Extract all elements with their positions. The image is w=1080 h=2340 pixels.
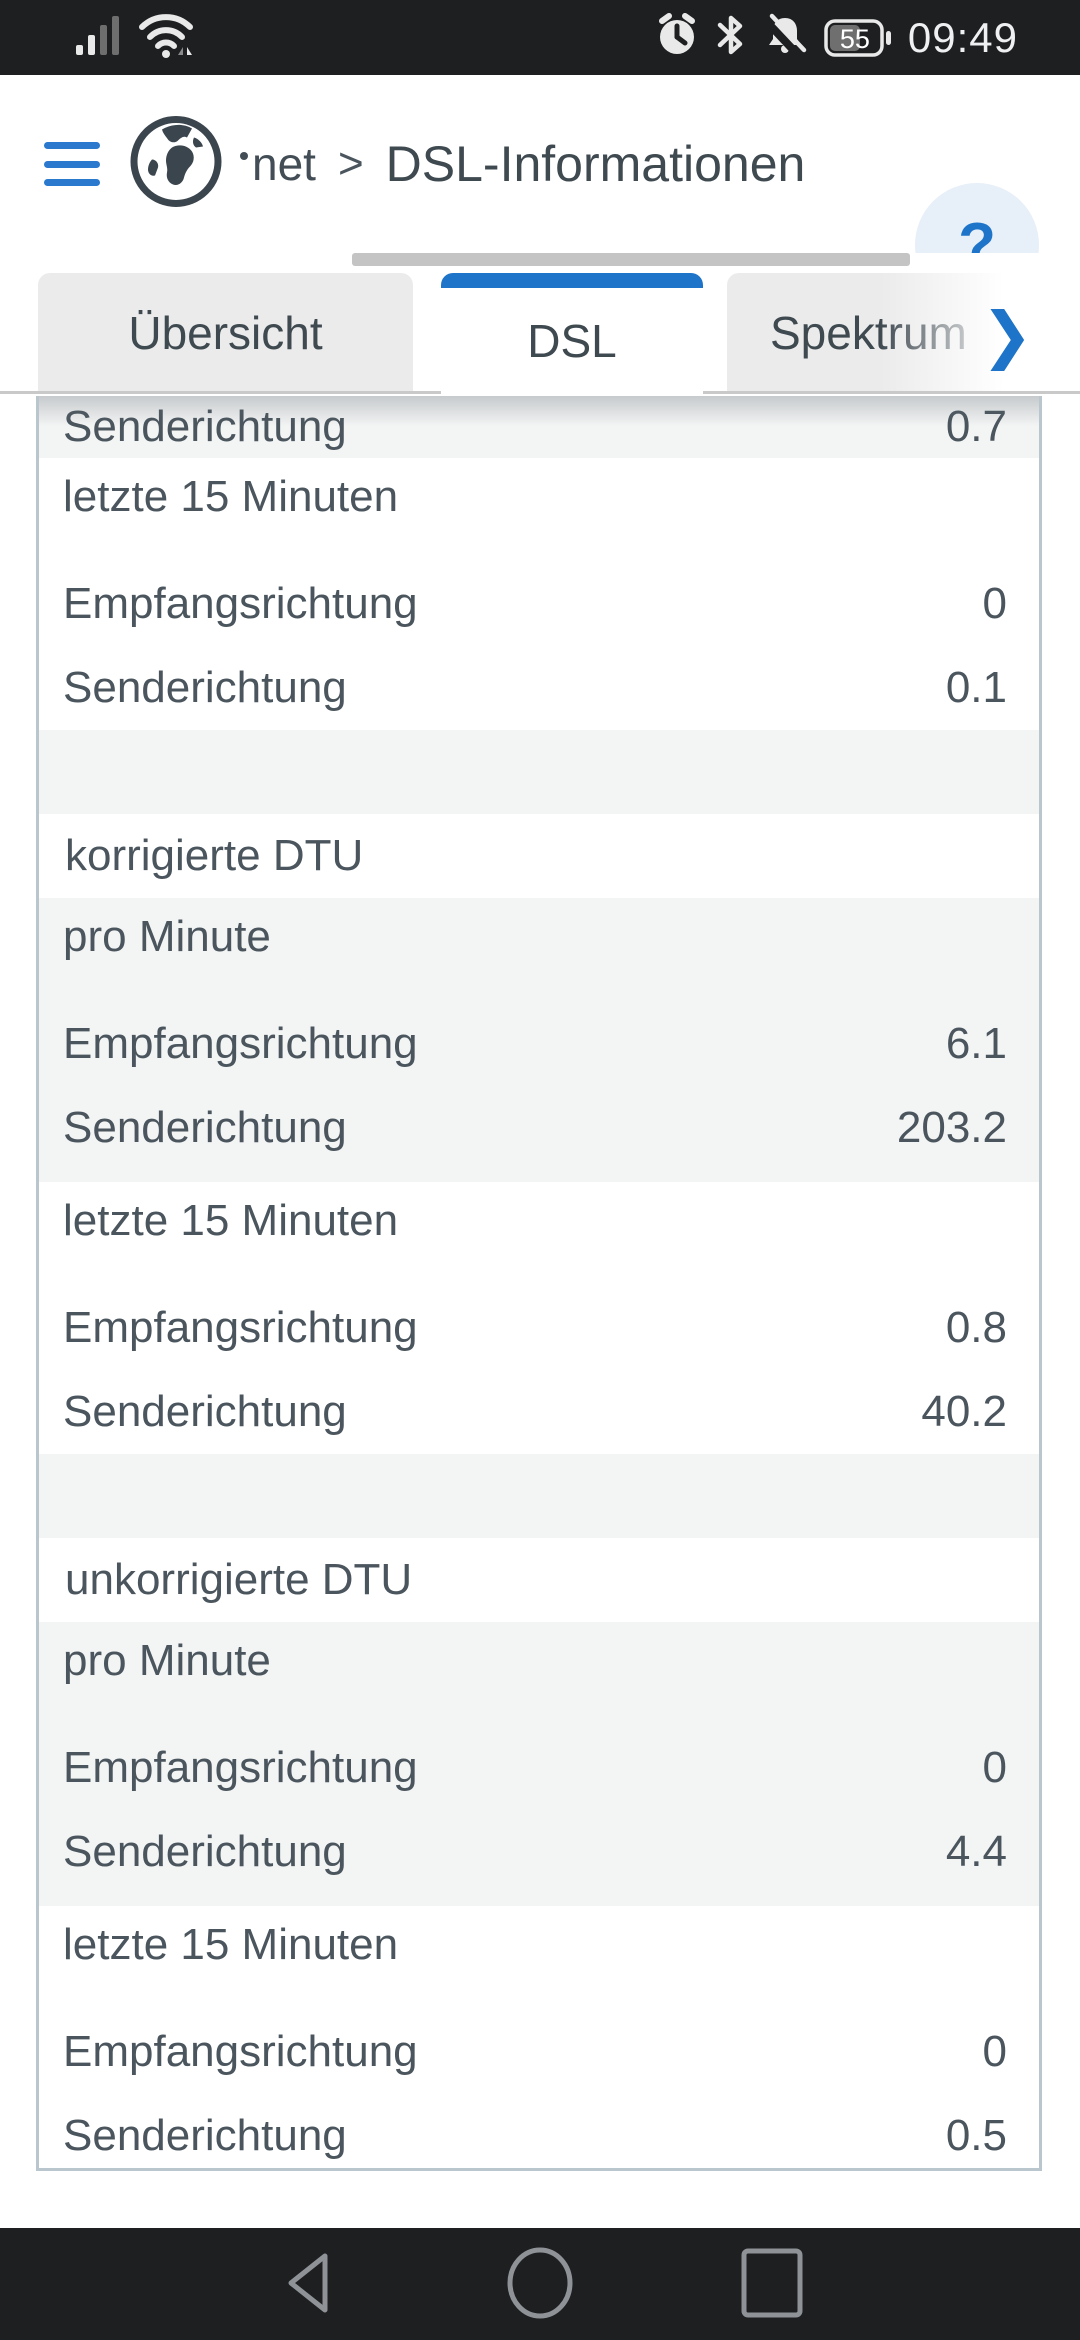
tab-scroll-right-button[interactable]: ❯ xyxy=(962,289,1052,379)
content-area: Senderichtung 0.7 letzte 15 Minuten Empfang… xyxy=(0,396,1080,2223)
table-row: Empfangsrichtung 0 xyxy=(39,2010,1039,2094)
menu-hamburger-icon[interactable] xyxy=(44,142,100,186)
table-spacer xyxy=(39,1454,1039,1538)
row-value: 0 xyxy=(982,579,1007,628)
table-row: Senderichtung 203.2 xyxy=(39,1086,1039,1170)
table-row: Empfangsrichtung 0 xyxy=(39,1726,1039,1810)
bluetooth-icon xyxy=(716,12,746,63)
row-label: Senderichtung xyxy=(63,2111,347,2160)
home-button[interactable] xyxy=(507,2245,573,2323)
table-section-heading: korrigierte DTU xyxy=(39,814,1039,898)
battery-icon: 55 xyxy=(824,17,892,59)
chevron-right-icon: ❯ xyxy=(981,300,1033,370)
row-label: Empfangsrichtung xyxy=(63,1743,418,1792)
row-value: 203.2 xyxy=(896,1103,1007,1152)
row-label: Senderichtung xyxy=(63,1827,347,1876)
tab-uebersicht[interactable]: Übersicht xyxy=(38,273,413,393)
tab-dsl[interactable]: DSL xyxy=(441,273,703,393)
back-triangle-icon xyxy=(277,2248,339,2321)
tab-overflow-fade xyxy=(880,266,1080,391)
tab-strip: Übersicht DSL Spektrum ❯ xyxy=(0,253,1080,396)
table-group: pro Minute Empfangsrichtung 0 Senderichtung… xyxy=(39,1622,1039,1906)
battery-level: 55 xyxy=(839,23,870,54)
tab-label: DSL xyxy=(527,314,617,367)
table-body: Senderichtung 0.7 letzte 15 Minuten Empfang… xyxy=(39,396,1039,2168)
table-row: Senderichtung 4.4 xyxy=(39,1810,1039,1894)
table-subheading: pro Minute xyxy=(39,898,1039,962)
android-nav-bar xyxy=(0,2228,1080,2340)
tab-scrollbar[interactable] xyxy=(352,253,910,266)
table-subheading: letzte 15 Minuten xyxy=(39,458,1039,522)
tab-underline xyxy=(0,391,441,394)
row-label: Empfangsrichtung xyxy=(63,1303,418,1352)
tab-underline xyxy=(703,391,1080,394)
table-row: Senderichtung 0.1 xyxy=(39,646,1039,730)
table-row: Senderichtung 40.2 xyxy=(39,1370,1039,1454)
table-row: Senderichtung 0.7 xyxy=(39,396,1039,458)
recents-square-icon xyxy=(739,2246,805,2323)
home-circle-icon xyxy=(505,2244,575,2325)
page-title: DSL-Informationen xyxy=(385,136,806,192)
table-subheading: pro Minute xyxy=(39,1622,1039,1686)
row-value: 0.7 xyxy=(945,402,1007,451)
section-heading-label: korrigierte DTU xyxy=(65,831,364,880)
row-value: 0 xyxy=(982,1743,1007,1792)
table-row: Empfangsrichtung 0 xyxy=(39,562,1039,646)
breadcrumb-parent-link[interactable]: net xyxy=(252,138,316,190)
row-label: Senderichtung xyxy=(63,1103,347,1152)
row-label: Empfangsrichtung xyxy=(63,579,418,628)
section-heading-label: unkorrigierte DTU xyxy=(65,1555,413,1604)
table-section-heading: unkorrigierte DTU xyxy=(39,1538,1039,1622)
table-spacer xyxy=(39,730,1039,814)
subheading-label: letzte 15 Minuten xyxy=(63,1196,399,1245)
table-row: Senderichtung 0.5 xyxy=(39,2094,1039,2168)
row-label: Empfangsrichtung xyxy=(63,1019,418,1068)
row-value: 6.1 xyxy=(945,1019,1007,1068)
row-value: 0.8 xyxy=(945,1303,1007,1352)
wifi-icon xyxy=(138,11,202,64)
row-value: 40.2 xyxy=(921,1387,1007,1436)
breadcrumb: net > DSL-Informationen xyxy=(240,75,805,253)
recents-button[interactable] xyxy=(739,2245,805,2323)
status-time: 09:49 xyxy=(907,13,1018,61)
table-row: Empfangsrichtung 6.1 xyxy=(39,1002,1039,1086)
table-subheading: letzte 15 Minuten xyxy=(39,1182,1039,1246)
row-label: Senderichtung xyxy=(63,402,347,451)
row-label: Empfangsrichtung xyxy=(63,2027,418,2076)
table-group: letzte 15 Minuten Empfangsrichtung 0.8 Send… xyxy=(39,1182,1039,1454)
table-row: Empfangsrichtung 0.8 xyxy=(39,1286,1039,1370)
signal-icon xyxy=(74,13,124,62)
subheading-label: letzte 15 Minuten xyxy=(63,1920,399,1969)
dsl-info-table: Senderichtung 0.7 letzte 15 Minuten Empfang… xyxy=(36,396,1042,2171)
table-group: letzte 15 Minuten Empfangsrichtung 0 Sender… xyxy=(39,1906,1039,2168)
tab-label: Übersicht xyxy=(128,307,323,359)
bell-muted-icon xyxy=(762,12,808,63)
breadcrumb-separator: > xyxy=(337,139,364,188)
row-value: 4.4 xyxy=(945,1827,1007,1876)
row-label: Senderichtung xyxy=(63,1387,347,1436)
row-label: Senderichtung xyxy=(63,663,347,712)
subheading-label: pro Minute xyxy=(63,1636,271,1685)
row-value: 0.1 xyxy=(945,663,1007,712)
internet-globe-icon xyxy=(128,114,224,215)
table-group: letzte 15 Minuten Empfangsrichtung 0 Sender… xyxy=(39,458,1039,730)
table-subheading: letzte 15 Minuten xyxy=(39,1906,1039,1970)
status-bar: 55 09:49 xyxy=(0,0,1080,75)
row-value: 0.5 xyxy=(945,2111,1007,2160)
table-group: pro Minute Empfangsrichtung 6.1 Senderichtu… xyxy=(39,898,1039,1182)
app-header: net > DSL-Informationen ? xyxy=(0,75,1080,307)
back-button[interactable] xyxy=(275,2245,341,2323)
alarm-icon xyxy=(654,12,700,63)
subheading-label: letzte 15 Minuten xyxy=(63,472,399,521)
table-group: Senderichtung 0.7 xyxy=(39,396,1039,458)
clipped-text-artifact xyxy=(240,152,248,160)
row-value: 0 xyxy=(982,2027,1007,2076)
subheading-label: pro Minute xyxy=(63,912,271,961)
